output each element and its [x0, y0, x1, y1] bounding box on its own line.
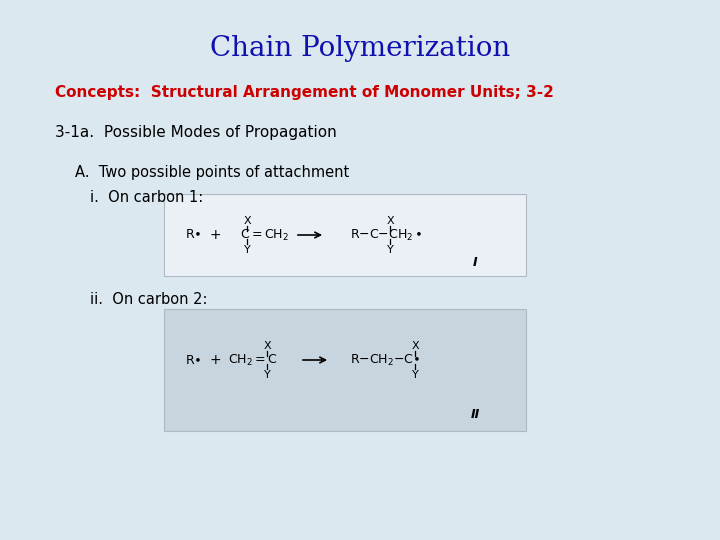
Text: R$-$CH$_2$$-$C$\bullet$: R$-$CH$_2$$-$C$\bullet$	[350, 353, 420, 368]
Text: CH$_2$$=$C: CH$_2$$=$C	[228, 353, 278, 368]
Text: Y: Y	[264, 370, 271, 380]
Text: X: X	[386, 216, 394, 226]
Text: ii.  On carbon 2:: ii. On carbon 2:	[90, 292, 207, 307]
Text: +: +	[210, 228, 221, 242]
Text: X: X	[264, 341, 271, 351]
Text: 3-1a.  Possible Modes of Propagation: 3-1a. Possible Modes of Propagation	[55, 125, 337, 140]
Text: Concepts:  Structural Arrangement of Monomer Units; 3-2: Concepts: Structural Arrangement of Mono…	[55, 85, 554, 100]
Text: +: +	[210, 353, 221, 367]
Text: X: X	[243, 216, 251, 226]
FancyBboxPatch shape	[164, 309, 526, 431]
Text: i.  On carbon 1:: i. On carbon 1:	[90, 190, 203, 205]
Text: Chain Polymerization: Chain Polymerization	[210, 35, 510, 62]
Text: Y: Y	[243, 245, 251, 255]
Text: C$=$CH$_2$: C$=$CH$_2$	[240, 227, 289, 242]
Text: A.  Two possible points of attachment: A. Two possible points of attachment	[75, 165, 349, 180]
Text: II: II	[470, 408, 480, 422]
Text: R$\bullet$: R$\bullet$	[185, 354, 202, 367]
Text: Y: Y	[387, 245, 393, 255]
FancyBboxPatch shape	[164, 194, 526, 276]
Text: I: I	[473, 256, 477, 269]
Text: Y: Y	[412, 370, 418, 380]
Text: R$-$C$-$CH$_2\bullet$: R$-$C$-$CH$_2\bullet$	[350, 227, 423, 242]
Text: X: X	[411, 341, 419, 351]
Text: R$\bullet$: R$\bullet$	[185, 228, 202, 241]
